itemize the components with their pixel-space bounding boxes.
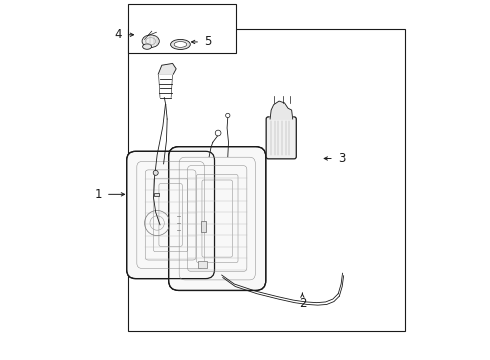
- Ellipse shape: [142, 35, 159, 48]
- Bar: [173, 191, 216, 252]
- Text: 5: 5: [204, 35, 211, 49]
- FancyBboxPatch shape: [169, 147, 266, 291]
- Bar: [128, 30, 405, 330]
- FancyBboxPatch shape: [266, 117, 296, 159]
- Circle shape: [215, 130, 221, 136]
- FancyBboxPatch shape: [126, 151, 215, 279]
- Text: 4: 4: [114, 28, 122, 41]
- Circle shape: [225, 113, 230, 118]
- Bar: [153, 193, 159, 196]
- Ellipse shape: [174, 41, 187, 47]
- Ellipse shape: [143, 44, 151, 49]
- Ellipse shape: [171, 40, 190, 49]
- Circle shape: [153, 170, 158, 175]
- Bar: [198, 261, 207, 268]
- Polygon shape: [270, 101, 293, 119]
- Text: 3: 3: [338, 152, 345, 165]
- Text: 1: 1: [94, 188, 102, 201]
- Text: 2: 2: [298, 297, 306, 310]
- Bar: [201, 221, 205, 232]
- Bar: [128, 4, 236, 53]
- Polygon shape: [158, 63, 176, 74]
